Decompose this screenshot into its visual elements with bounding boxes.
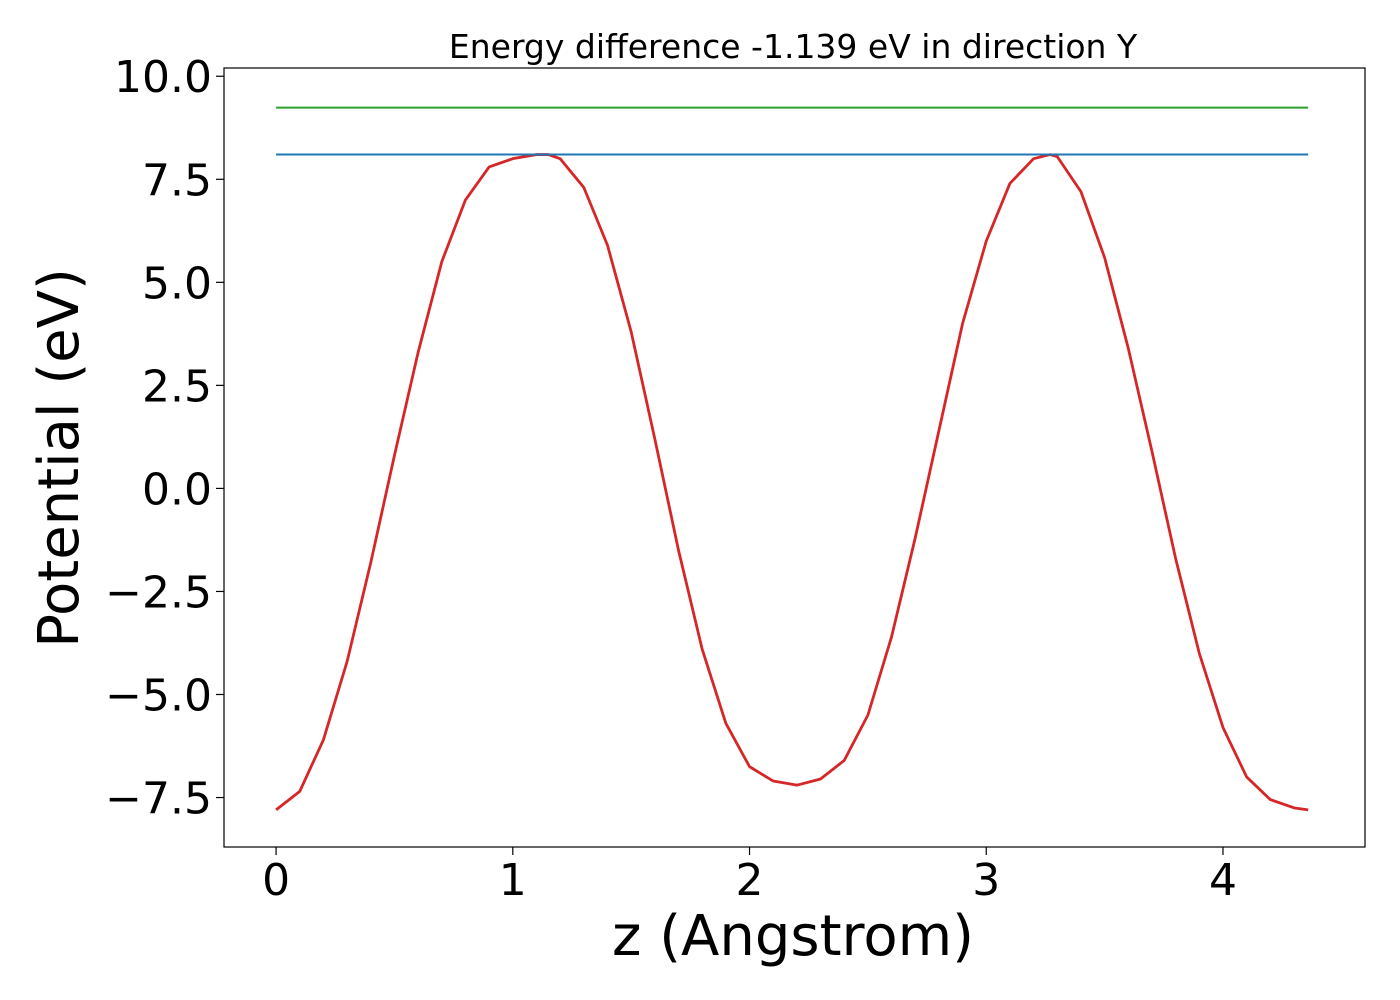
y-axis-label: Potential (eV) — [27, 268, 92, 648]
x-axis-label: z (Angstrom) — [612, 904, 974, 969]
x-tick-label-4: 4 — [1209, 855, 1237, 906]
plot-frame — [223, 67, 1366, 848]
y-tick-label-3: 0.0 — [142, 464, 212, 515]
y-tick-label-1: −5.0 — [105, 670, 212, 721]
chart-title: Energy difference -1.139 eV in direction… — [449, 27, 1138, 66]
x-tick-label-3: 3 — [972, 855, 1000, 906]
x-tick-label-2: 2 — [736, 855, 764, 906]
y-tick-label-5: 5.0 — [142, 258, 212, 309]
series-line-0 — [275, 153, 1309, 812]
y-tick-label-0: −7.5 — [105, 774, 212, 825]
y-tick-label-7: 10.0 — [114, 52, 212, 103]
plot-area — [223, 67, 1366, 848]
y-tick-label-2: −2.5 — [105, 567, 212, 618]
x-axis: 0 1 2 3 4 — [262, 847, 1237, 906]
series-layer — [275, 106, 1309, 812]
x-tick-label-1: 1 — [499, 855, 527, 906]
y-axis: −7.5 −5.0 −2.5 0.0 2.5 5.0 7.5 10.0 — [105, 52, 224, 825]
y-tick-label-4: 2.5 — [142, 361, 212, 412]
y-tick-label-6: 7.5 — [142, 155, 212, 206]
x-tick-label-0: 0 — [262, 855, 290, 906]
